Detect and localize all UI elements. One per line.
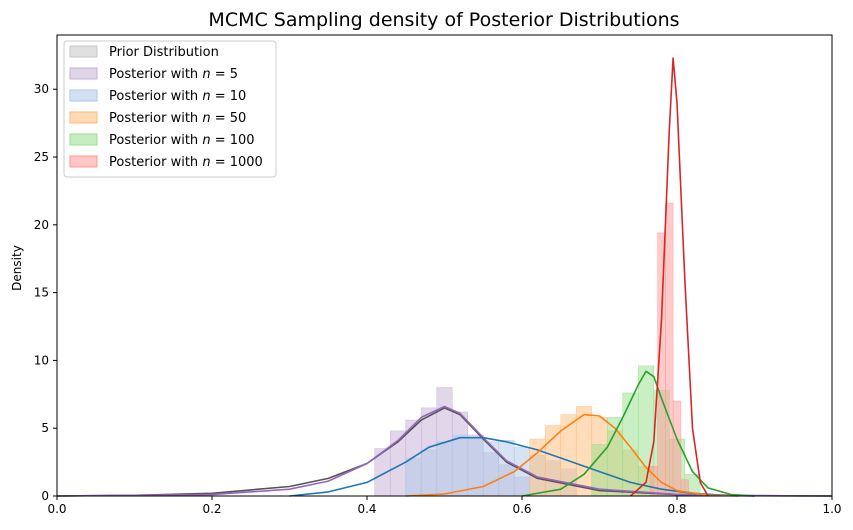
x-tick-label: 0.2 (202, 502, 221, 516)
kde-line (405, 413, 740, 497)
x-axis-ticks: 0.0 0.2 0.4 0.6 0.8 1.0 (47, 496, 842, 516)
y-axis-label: Density (10, 245, 24, 291)
legend-swatch (69, 133, 98, 146)
histogram-bar (544, 425, 562, 497)
y-tick-label: 15 (34, 286, 49, 300)
histogram-bar (575, 406, 593, 497)
y-tick-label: 30 (34, 82, 49, 96)
legend-swatch (69, 67, 98, 80)
y-tick-label: 20 (34, 218, 49, 232)
kde-layer (56, 57, 833, 497)
histogram-bar (672, 400, 682, 497)
legend-label: Posterior with n = 5 (109, 67, 238, 82)
legend-label: Posterior with n = 100 (109, 133, 255, 148)
x-tick-label: 1.0 (822, 502, 841, 516)
y-tick-label: 0 (41, 489, 49, 503)
legend-label: Prior Distribution (109, 45, 219, 60)
legend-swatch (69, 155, 98, 168)
kde-line (629, 57, 709, 497)
legend: Prior Distribution Posterior with n = 5 Po… (63, 40, 277, 178)
y-tick-label: 5 (41, 421, 49, 435)
kde-line (56, 407, 833, 497)
x-tick-label: 0.8 (667, 502, 686, 516)
histogram-bar (665, 202, 674, 497)
kde-line (521, 370, 755, 497)
y-tick-label: 25 (34, 150, 49, 164)
chart-title: MCMC Sampling density of Posterior Distr… (208, 9, 679, 31)
legend-label: Posterior with n = 1000 (109, 155, 263, 170)
legend-swatch (69, 89, 98, 102)
histogram-bar (498, 440, 515, 497)
kde-line (56, 405, 833, 497)
legend-swatch (69, 45, 98, 58)
histogram-bar (680, 479, 689, 497)
histogram-bar (451, 434, 469, 497)
x-tick-label: 0.0 (47, 502, 66, 516)
histogram-bar (405, 457, 422, 497)
histogram-bar (649, 465, 658, 497)
legend-label: Posterior with n = 50 (109, 111, 246, 126)
histogram-bar (436, 441, 453, 497)
y-axis-ticks: 0 5 10 15 20 25 30 (34, 82, 57, 503)
legend-frame (63, 40, 277, 178)
y-tick-label: 10 (34, 353, 49, 367)
histogram-bar (420, 449, 438, 497)
axes-frame (56, 34, 833, 497)
plot-area (56, 57, 833, 497)
legend-label: Posterior with n = 10 (109, 89, 246, 104)
x-tick-label: 0.6 (512, 502, 531, 516)
x-tick-label: 0.4 (357, 502, 376, 516)
legend-swatch (69, 111, 98, 124)
